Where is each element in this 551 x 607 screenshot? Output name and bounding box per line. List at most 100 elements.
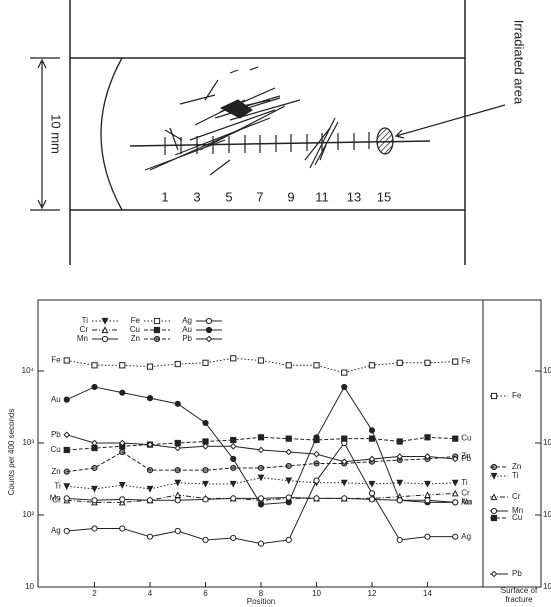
legend-marker xyxy=(154,318,159,323)
marker xyxy=(258,496,263,501)
legend-label: Mn xyxy=(77,334,88,343)
marker xyxy=(286,537,291,542)
annotation-box: Surface of fracture xyxy=(488,586,550,607)
box-edge xyxy=(70,0,465,265)
marker xyxy=(92,526,97,531)
series-label: Ti xyxy=(54,481,61,490)
x-tick-label: 6 xyxy=(203,589,208,598)
marker xyxy=(92,465,97,470)
marker xyxy=(231,481,236,486)
legend-label: Au xyxy=(182,325,192,334)
legend-label: Zn xyxy=(131,334,140,343)
marker xyxy=(453,436,458,441)
marker xyxy=(425,481,430,486)
legend-label: Ti xyxy=(82,316,89,325)
y-tick-label: 10² xyxy=(22,510,34,519)
marker xyxy=(231,437,236,442)
legend-marker xyxy=(206,327,211,332)
series-label: Pb xyxy=(461,454,471,463)
x-tick-label: 14 xyxy=(423,589,432,598)
position-label: 15 xyxy=(377,189,391,204)
legend-label: Pb xyxy=(182,334,192,343)
marker xyxy=(231,535,236,540)
x-tick-label: 10 xyxy=(312,589,321,598)
series-label: Cr xyxy=(461,488,470,497)
marker xyxy=(175,492,180,497)
legend-marker xyxy=(102,336,107,341)
marker xyxy=(425,360,430,365)
page: 10 mm Irradiated area 13579111315 Counts… xyxy=(0,0,551,607)
marker xyxy=(203,360,208,365)
x-tick-label: 4 xyxy=(148,589,153,598)
series-label: Ag xyxy=(51,526,61,535)
series-label: Pb xyxy=(51,430,61,439)
marker xyxy=(203,537,208,542)
marker xyxy=(120,390,125,395)
marker xyxy=(258,475,263,480)
legend-label: Ag xyxy=(182,316,192,325)
marker xyxy=(64,447,69,452)
position-label: 11 xyxy=(315,189,329,204)
marker xyxy=(286,363,291,368)
position-label: 9 xyxy=(287,189,294,204)
marker xyxy=(314,478,319,483)
marker xyxy=(397,439,402,444)
marker xyxy=(147,364,152,369)
marker xyxy=(425,534,430,539)
marker xyxy=(147,486,152,491)
y-tick-label-right: 10⁴ xyxy=(543,366,551,375)
series-label: Ag xyxy=(461,532,471,541)
marker xyxy=(147,498,152,503)
marker xyxy=(286,463,291,468)
marker xyxy=(342,480,347,485)
legend-label: Cr xyxy=(80,325,89,334)
area-label: Irradiated area xyxy=(512,20,527,105)
legend-marker xyxy=(491,473,496,478)
marker xyxy=(175,445,180,450)
marker xyxy=(314,452,319,457)
marker xyxy=(342,496,347,501)
legend-label: Cu xyxy=(512,513,522,522)
marker xyxy=(120,363,125,368)
series-label: Cu xyxy=(51,445,61,454)
series-label: Zn xyxy=(51,467,60,476)
irradiated-area xyxy=(377,128,393,154)
arrow xyxy=(396,105,505,138)
legend-marker xyxy=(491,494,496,499)
legend-marker xyxy=(206,336,211,341)
legend-label: Cu xyxy=(130,325,140,334)
marker xyxy=(120,449,125,454)
position-label: 3 xyxy=(193,189,200,204)
marker xyxy=(258,435,263,440)
marker xyxy=(147,396,152,401)
marker xyxy=(147,468,152,473)
annotation: Surface of fracture xyxy=(488,586,550,604)
x-tick-label: 8 xyxy=(259,589,264,598)
marker xyxy=(92,498,97,503)
marker xyxy=(369,428,374,433)
marker xyxy=(258,465,263,470)
marker xyxy=(397,360,402,365)
legend-label: Pb xyxy=(512,569,522,578)
marker xyxy=(453,491,458,496)
marker xyxy=(175,361,180,366)
legend-label: Fe xyxy=(512,391,522,400)
series-label: Mn xyxy=(461,497,472,506)
marker xyxy=(453,534,458,539)
marker xyxy=(369,363,374,368)
marker xyxy=(147,534,152,539)
legend-marker xyxy=(102,318,107,323)
marker xyxy=(175,528,180,533)
marker xyxy=(369,497,374,502)
series-label: Ti xyxy=(461,478,468,487)
series-label: Fe xyxy=(461,357,471,366)
marker xyxy=(64,432,69,437)
marker xyxy=(64,358,69,363)
marker xyxy=(203,497,208,502)
marker xyxy=(453,359,458,364)
marker xyxy=(286,449,291,454)
legend-label: Fe xyxy=(131,316,141,325)
marker xyxy=(231,465,236,470)
marker xyxy=(92,363,97,368)
